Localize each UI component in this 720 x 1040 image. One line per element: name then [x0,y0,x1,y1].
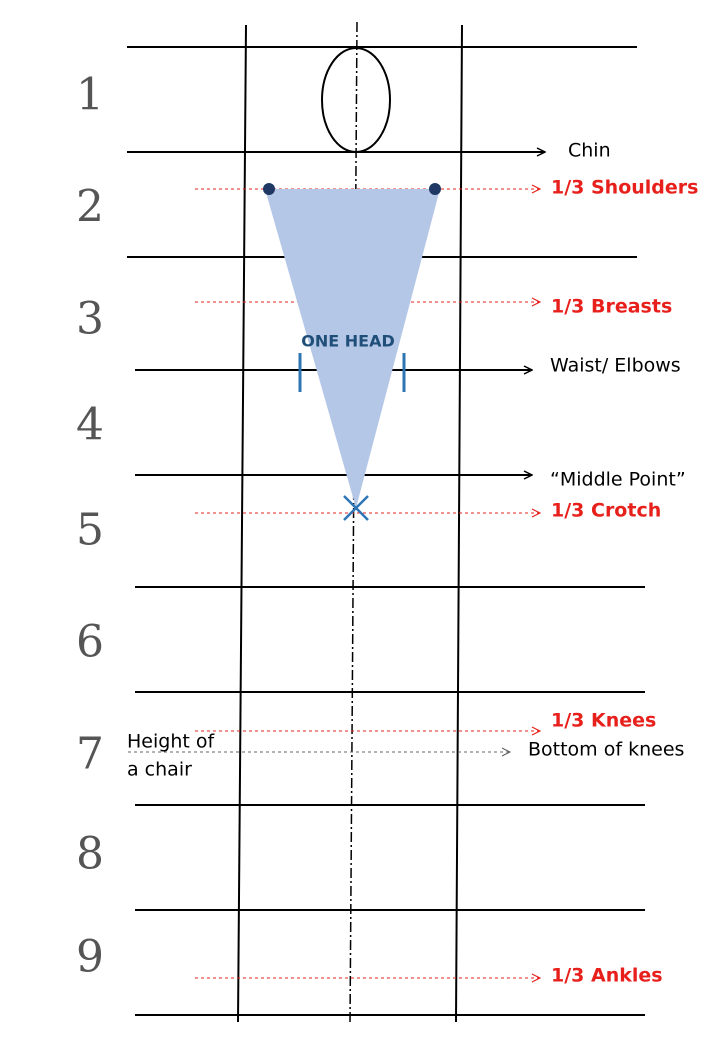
label: Bottom of knees [528,739,684,761]
label: “Middle Point” [550,469,686,491]
label: 1/3 Breasts [551,296,672,318]
label: Height of [127,731,215,753]
grid [127,21,645,1026]
label: 1/3 Knees [551,710,656,732]
row-number: 2 [76,182,104,233]
row-number: 8 [76,829,104,880]
label: a chair [127,759,192,781]
annotations: Chin 1/3 Shoulders 1/3 Breasts Waist/ El… [127,140,698,987]
label: 1/3 Ankles [551,965,663,987]
row-number: 1 [76,70,104,121]
row-number: 3 [76,294,104,345]
row-number: 4 [76,400,104,451]
figure: ONE HEAD [263,47,441,521]
width-label: ONE HEAD [301,332,394,351]
row-number: 9 [76,932,104,983]
row-number: 7 [76,729,104,780]
label: Chin [568,140,611,162]
row-numbers: 1 2 3 4 5 6 7 8 9 [76,70,104,983]
row-number: 6 [76,617,104,668]
row-number: 5 [76,505,104,556]
label: 1/3 Crotch [551,500,661,522]
label: Waist/ Elbows [550,355,681,377]
label: 1/3 Shoulders [551,177,698,199]
